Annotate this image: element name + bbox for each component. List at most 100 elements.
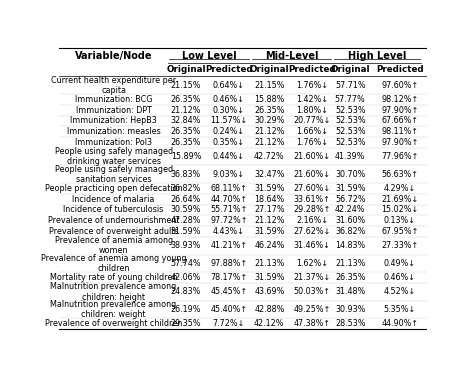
Text: 21.37%↓: 21.37%↓	[293, 273, 330, 282]
Text: 33.61%↑: 33.61%↑	[293, 195, 330, 204]
Text: 21.15%: 21.15%	[171, 81, 201, 90]
Text: Malnutrition prevalence among
children: weight: Malnutrition prevalence among children: …	[51, 300, 177, 319]
Text: 27.62%↓: 27.62%↓	[293, 227, 331, 236]
Text: 20.77%↓: 20.77%↓	[293, 116, 331, 125]
Text: 0.46%↓: 0.46%↓	[384, 273, 416, 282]
Text: 44.90%↑: 44.90%↑	[381, 319, 419, 328]
Text: 30.29%: 30.29%	[254, 116, 284, 125]
Text: 52.53%: 52.53%	[335, 127, 365, 136]
Text: 21.15%: 21.15%	[254, 81, 284, 90]
Text: 0.24%↓: 0.24%↓	[213, 127, 245, 136]
Text: People using safely managed
sanitation services: People using safely managed sanitation s…	[55, 164, 173, 184]
Text: Prevalence of anemia among
women: Prevalence of anemia among women	[55, 236, 173, 256]
Text: 36.83%: 36.83%	[171, 170, 201, 179]
Text: 9.03%↓: 9.03%↓	[213, 170, 245, 179]
Text: 47.28%: 47.28%	[171, 216, 201, 225]
Text: Prevalence of undernourishment: Prevalence of undernourishment	[48, 216, 179, 225]
Text: Immunization: Pol3: Immunization: Pol3	[75, 138, 152, 147]
Text: 45.45%↑: 45.45%↑	[210, 287, 247, 296]
Text: 0.64%↓: 0.64%↓	[213, 81, 245, 90]
Text: 31.60%: 31.60%	[335, 216, 365, 225]
Text: 97.60%↑: 97.60%↑	[381, 81, 419, 90]
Text: 38.93%: 38.93%	[171, 241, 201, 250]
Text: Prevalence of overweight adults: Prevalence of overweight adults	[49, 227, 178, 236]
Text: 56.63%↑: 56.63%↑	[381, 170, 419, 179]
Text: Original: Original	[166, 65, 206, 74]
Text: 42.06%: 42.06%	[171, 273, 201, 282]
Text: 45.40%↑: 45.40%↑	[210, 305, 247, 314]
Text: Predicted: Predicted	[205, 65, 253, 74]
Text: 31.59%: 31.59%	[254, 273, 284, 282]
Text: 1.62%↓: 1.62%↓	[296, 259, 328, 268]
Text: Malnutrition prevalence among
children: height: Malnutrition prevalence among children: …	[51, 282, 177, 301]
Text: 50.03%↑: 50.03%↑	[293, 287, 330, 296]
Text: Immunization: measles: Immunization: measles	[67, 127, 161, 136]
Text: 56.72%: 56.72%	[335, 195, 365, 204]
Text: Current health expenditure per
capita: Current health expenditure per capita	[51, 75, 176, 95]
Text: 27.33%↑: 27.33%↑	[381, 241, 419, 250]
Text: 43.69%: 43.69%	[254, 287, 284, 296]
Text: 30.70%: 30.70%	[335, 170, 365, 179]
Text: 97.90%↑: 97.90%↑	[381, 106, 419, 115]
Text: Prevalence of overweight children: Prevalence of overweight children	[45, 319, 182, 328]
Text: 67.66%↑: 67.66%↑	[381, 116, 419, 125]
Text: Incidence of malaria: Incidence of malaria	[73, 195, 155, 204]
Text: 24.83%: 24.83%	[171, 287, 201, 296]
Text: 97.72%↑: 97.72%↑	[210, 216, 248, 225]
Text: 32.84%: 32.84%	[171, 116, 201, 125]
Text: 26.19%: 26.19%	[171, 305, 201, 314]
Text: Immunization: DPT: Immunization: DPT	[76, 106, 152, 115]
Text: 1.76%↓: 1.76%↓	[296, 81, 328, 90]
Text: 29.35%: 29.35%	[171, 319, 201, 328]
Text: 26.35%: 26.35%	[335, 273, 365, 282]
Text: 31.59%: 31.59%	[171, 227, 201, 236]
Text: 0.46%↓: 0.46%↓	[213, 95, 245, 104]
Text: Original: Original	[250, 65, 289, 74]
Text: 97.90%↑: 97.90%↑	[381, 138, 419, 147]
Text: Immunization: HepB3: Immunization: HepB3	[70, 116, 157, 125]
Text: 52.53%: 52.53%	[335, 106, 365, 115]
Text: 0.13%↓: 0.13%↓	[384, 216, 416, 225]
Text: 21.12%: 21.12%	[254, 216, 284, 225]
Text: 31.48%: 31.48%	[335, 287, 365, 296]
Text: 21.13%: 21.13%	[335, 259, 365, 268]
Text: 1.42%↓: 1.42%↓	[296, 95, 328, 104]
Text: 0.44%↓: 0.44%↓	[213, 152, 245, 161]
Text: High Level: High Level	[348, 50, 406, 60]
Text: 0.49%↓: 0.49%↓	[384, 259, 416, 268]
Text: 31.59%: 31.59%	[254, 184, 284, 193]
Text: 21.60%↓: 21.60%↓	[293, 152, 330, 161]
Text: 42.12%: 42.12%	[254, 319, 284, 328]
Text: 4.43%↓: 4.43%↓	[213, 227, 245, 236]
Text: 4.29%↓: 4.29%↓	[383, 184, 416, 193]
Text: 15.89%: 15.89%	[171, 152, 201, 161]
Text: 42.24%: 42.24%	[335, 206, 365, 214]
Text: Low Level: Low Level	[182, 50, 236, 60]
Text: 14.83%: 14.83%	[335, 241, 365, 250]
Text: Predicted: Predicted	[376, 65, 424, 74]
Text: 57.77%: 57.77%	[335, 95, 365, 104]
Text: 55.71%↑: 55.71%↑	[210, 206, 247, 214]
Text: 30.59%: 30.59%	[171, 206, 201, 214]
Text: 21.12%: 21.12%	[254, 127, 284, 136]
Text: 21.69%↓: 21.69%↓	[381, 195, 419, 204]
Text: Immunization: BCG: Immunization: BCG	[75, 95, 152, 104]
Text: 0.30%↓: 0.30%↓	[213, 106, 245, 115]
Text: 1.66%↓: 1.66%↓	[296, 127, 328, 136]
Text: Incidence of tuberculosis: Incidence of tuberculosis	[64, 206, 164, 214]
Text: 98.12%↑: 98.12%↑	[381, 95, 419, 104]
Text: People practicing open defecation: People practicing open defecation	[45, 184, 182, 193]
Text: 29.28%↑: 29.28%↑	[293, 206, 331, 214]
Text: 42.88%: 42.88%	[254, 305, 284, 314]
Text: 57.71%: 57.71%	[335, 81, 365, 90]
Text: 32.47%: 32.47%	[254, 170, 284, 179]
Text: 11.57%↓: 11.57%↓	[210, 116, 247, 125]
Text: Variable/Node: Variable/Node	[75, 50, 152, 60]
Text: 15.88%: 15.88%	[254, 95, 284, 104]
Text: 27.60%↓: 27.60%↓	[293, 184, 330, 193]
Text: 4.52%↓: 4.52%↓	[383, 287, 416, 296]
Text: 78.17%↑: 78.17%↑	[210, 273, 247, 282]
Text: 21.12%: 21.12%	[254, 138, 284, 147]
Text: 67.95%↑: 67.95%↑	[381, 227, 419, 236]
Text: 21.13%: 21.13%	[254, 259, 284, 268]
